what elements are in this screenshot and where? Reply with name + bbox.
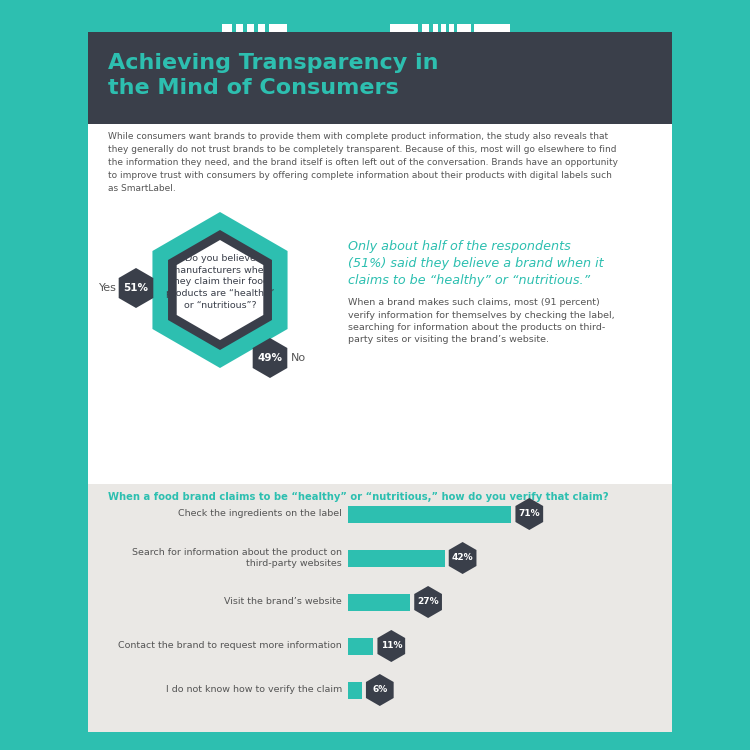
Text: I do not know how to verify the claim: I do not know how to verify the claim xyxy=(166,686,342,694)
Bar xyxy=(348,550,445,566)
Text: claims to be “healthy” or “nutritious.”: claims to be “healthy” or “nutritious.” xyxy=(348,274,590,287)
Text: Contact the brand to request more information: Contact the brand to request more inform… xyxy=(118,641,342,650)
Bar xyxy=(348,638,374,655)
Bar xyxy=(433,24,438,32)
Text: Yes: Yes xyxy=(99,283,117,293)
Bar xyxy=(269,24,287,32)
Bar xyxy=(247,24,254,32)
Text: the Mind of Consumers: the Mind of Consumers xyxy=(108,78,399,98)
Text: as SmartLabel.: as SmartLabel. xyxy=(108,184,176,193)
Polygon shape xyxy=(366,674,394,706)
Bar xyxy=(449,24,454,32)
Polygon shape xyxy=(168,230,272,350)
Bar xyxy=(422,24,429,32)
Text: When a food brand claims to be “healthy” or “nutritious,” how do you verify that: When a food brand claims to be “healthy”… xyxy=(108,492,609,502)
Bar xyxy=(88,24,672,32)
Text: No: No xyxy=(290,353,305,363)
Text: they generally do not trust brands to be completely transparent. Because of this: they generally do not trust brands to be… xyxy=(108,145,616,154)
Bar xyxy=(222,24,232,32)
Text: searching for information about the products on third-: searching for information about the prod… xyxy=(348,323,605,332)
Bar xyxy=(348,506,512,523)
Bar xyxy=(348,593,410,610)
Text: verify information for themselves by checking the label,: verify information for themselves by che… xyxy=(348,310,615,320)
Text: Check the ingredients on the label: Check the ingredients on the label xyxy=(178,509,342,518)
Text: Achieving Transparency in: Achieving Transparency in xyxy=(108,53,439,73)
Polygon shape xyxy=(448,542,476,574)
Bar xyxy=(88,32,672,124)
Text: 51%: 51% xyxy=(124,283,148,293)
Text: Only about half of the respondents: Only about half of the respondents xyxy=(348,240,571,253)
Text: 71%: 71% xyxy=(518,509,540,518)
Bar xyxy=(88,484,672,732)
Text: party sites or visiting the brand’s website.: party sites or visiting the brand’s webs… xyxy=(348,335,549,344)
Text: While consumers want brands to provide them with complete product information, t: While consumers want brands to provide t… xyxy=(108,132,608,141)
Text: 6%: 6% xyxy=(372,686,388,694)
Text: 11%: 11% xyxy=(380,641,402,650)
Text: When a brand makes such claims, most (91 percent): When a brand makes such claims, most (91… xyxy=(348,298,600,307)
Text: to improve trust with consumers by offering complete information about their pro: to improve trust with consumers by offer… xyxy=(108,171,612,180)
Text: (51%) said they believe a brand when it: (51%) said they believe a brand when it xyxy=(348,257,604,270)
Text: Do you believe
manufacturers when
they claim their food
products are “healthy”
o: Do you believe manufacturers when they c… xyxy=(166,254,274,310)
Text: 42%: 42% xyxy=(452,554,473,562)
Text: the information they need, and the brand itself is often left out of the convers: the information they need, and the brand… xyxy=(108,158,618,167)
Bar xyxy=(348,682,361,698)
Bar xyxy=(258,24,265,32)
Bar xyxy=(474,24,510,32)
Text: Search for information about the product on
third-party websites: Search for information about the product… xyxy=(132,548,342,568)
Polygon shape xyxy=(177,240,263,340)
Polygon shape xyxy=(253,338,287,378)
Text: Visit the brand’s website: Visit the brand’s website xyxy=(224,598,342,607)
Polygon shape xyxy=(414,586,442,618)
Polygon shape xyxy=(377,630,405,662)
Text: 49%: 49% xyxy=(257,353,283,363)
Bar xyxy=(441,24,446,32)
Text: 27%: 27% xyxy=(417,598,439,607)
Bar xyxy=(390,24,418,32)
Bar xyxy=(88,24,672,732)
Bar xyxy=(457,24,471,32)
Polygon shape xyxy=(152,212,287,368)
Polygon shape xyxy=(515,498,543,530)
Polygon shape xyxy=(118,268,153,308)
Bar xyxy=(236,24,243,32)
